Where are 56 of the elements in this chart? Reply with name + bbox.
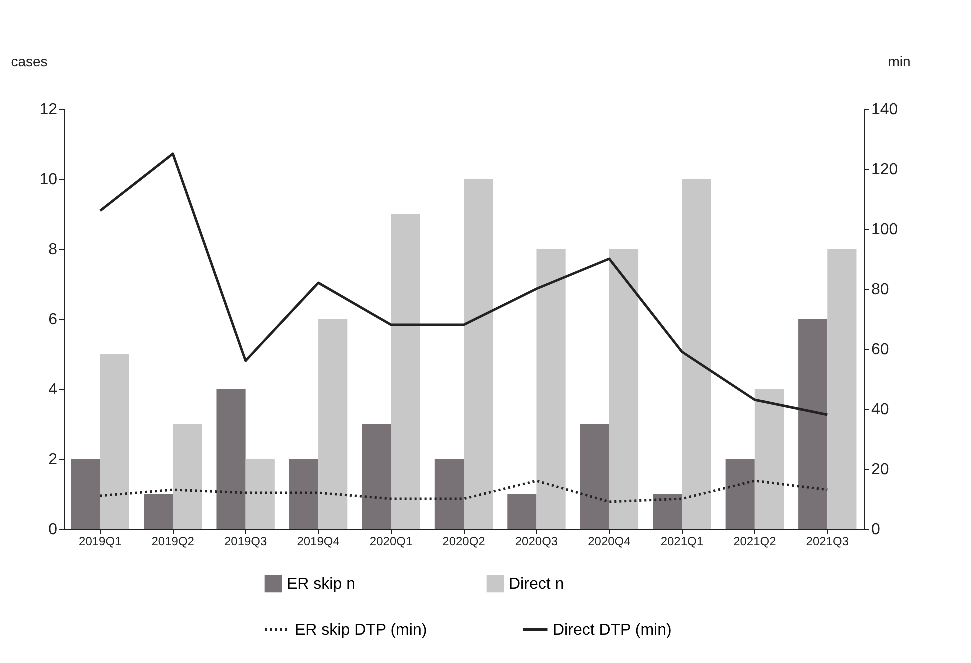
line-series	[99, 480, 829, 504]
bar	[580, 424, 610, 529]
bar	[726, 459, 755, 529]
x-tick-label: 2021Q3	[806, 534, 850, 548]
x-tick-label: 2021Q1	[660, 534, 704, 548]
y2-tick-label: 60	[872, 342, 890, 358]
line-series	[99, 152, 829, 416]
bar	[653, 494, 682, 529]
y-tick-label: 10	[40, 172, 58, 188]
y2-tick-label: 40	[872, 402, 890, 418]
bar	[464, 179, 494, 529]
y2-axis-title: min	[888, 54, 911, 70]
x-tick-label: 2019Q1	[79, 534, 122, 548]
x-tick-label: 2019Q2	[152, 534, 195, 548]
x-tick-label: 2021Q2	[734, 534, 777, 548]
y2-tick-label: 120	[872, 162, 898, 178]
y2-tick-label: 100	[872, 222, 898, 238]
y-tick-label: 12	[40, 102, 58, 118]
bar	[71, 459, 100, 529]
bar	[798, 319, 828, 529]
y-tick-label: 6	[48, 312, 58, 328]
y2-tick-label: 80	[872, 282, 890, 298]
legend-label: Direct DTP (min)	[553, 622, 672, 639]
bar	[100, 354, 130, 529]
y2-tick-label: 20	[872, 462, 890, 478]
bar	[609, 249, 639, 529]
bar	[318, 319, 348, 529]
bar	[144, 494, 174, 529]
y-tick-label: 2	[48, 452, 58, 468]
y-tick-label: 0	[48, 522, 58, 538]
legend-label: ER skip n	[287, 576, 356, 593]
bar	[754, 389, 784, 529]
bar	[434, 459, 464, 529]
bar	[828, 249, 857, 529]
x-tick-label: 2019Q4	[297, 534, 340, 548]
bar	[536, 249, 566, 529]
legend-label: ER skip DTP (min)	[295, 622, 428, 639]
bar	[508, 494, 537, 529]
x-tick-label: 2020Q2	[442, 534, 486, 548]
x-tick-label: 2019Q3	[224, 534, 268, 548]
bar	[246, 459, 275, 529]
bar	[289, 459, 319, 529]
x-tick-label: 2020Q4	[588, 534, 632, 548]
bar	[682, 179, 712, 529]
bar	[391, 214, 420, 529]
x-tick-label: 2020Q1	[370, 534, 413, 548]
y-tick-label: 4	[48, 382, 58, 398]
y2-tick-label: 140	[872, 102, 898, 118]
y-tick-label: 8	[48, 242, 58, 258]
bar	[216, 389, 246, 529]
y-axis-title: cases	[11, 54, 48, 70]
bar	[173, 424, 202, 529]
legend-label: Direct n	[509, 576, 564, 593]
x-tick-label: 2020Q3	[515, 534, 558, 548]
bar	[362, 424, 392, 529]
y2-tick-label: 0	[872, 522, 880, 538]
